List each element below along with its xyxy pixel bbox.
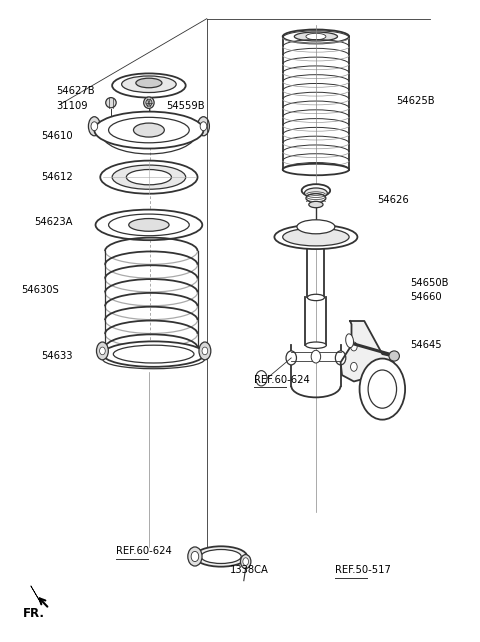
Circle shape bbox=[360, 358, 405, 420]
Ellipse shape bbox=[188, 547, 202, 566]
Ellipse shape bbox=[88, 117, 100, 136]
Ellipse shape bbox=[275, 225, 358, 249]
Text: 54633: 54633 bbox=[41, 351, 73, 361]
Circle shape bbox=[368, 370, 396, 408]
Text: 54559B: 54559B bbox=[167, 101, 205, 111]
Circle shape bbox=[286, 351, 297, 365]
Circle shape bbox=[243, 558, 249, 566]
Ellipse shape bbox=[306, 194, 326, 203]
Circle shape bbox=[350, 342, 357, 351]
Circle shape bbox=[389, 352, 396, 360]
Ellipse shape bbox=[108, 117, 189, 143]
Text: REF.60-624: REF.60-624 bbox=[116, 546, 171, 557]
Circle shape bbox=[336, 351, 346, 365]
Text: 54612: 54612 bbox=[41, 172, 73, 182]
Text: 54625B: 54625B bbox=[396, 96, 435, 107]
Ellipse shape bbox=[146, 100, 152, 106]
Text: 54626: 54626 bbox=[378, 195, 409, 205]
Ellipse shape bbox=[95, 112, 204, 148]
Ellipse shape bbox=[100, 160, 198, 194]
Ellipse shape bbox=[301, 184, 330, 197]
Ellipse shape bbox=[201, 550, 241, 564]
Text: REF.60-624: REF.60-624 bbox=[254, 374, 310, 385]
Text: 54627B: 54627B bbox=[57, 85, 96, 96]
Circle shape bbox=[91, 122, 97, 131]
Ellipse shape bbox=[113, 345, 194, 363]
Ellipse shape bbox=[306, 33, 326, 40]
Ellipse shape bbox=[304, 188, 327, 198]
Circle shape bbox=[200, 122, 207, 131]
Ellipse shape bbox=[198, 117, 209, 136]
Text: 31109: 31109 bbox=[57, 101, 88, 111]
Ellipse shape bbox=[389, 351, 399, 361]
Text: 54645: 54645 bbox=[410, 340, 442, 350]
Text: 54650B: 54650B bbox=[410, 278, 448, 288]
Ellipse shape bbox=[305, 342, 326, 349]
Ellipse shape bbox=[199, 342, 211, 360]
Ellipse shape bbox=[309, 202, 323, 208]
Ellipse shape bbox=[112, 165, 186, 189]
Polygon shape bbox=[31, 586, 41, 603]
Circle shape bbox=[202, 347, 208, 355]
Text: 54623A: 54623A bbox=[35, 218, 73, 227]
Ellipse shape bbox=[195, 546, 247, 567]
Ellipse shape bbox=[294, 32, 337, 41]
Circle shape bbox=[256, 370, 267, 386]
Ellipse shape bbox=[136, 78, 162, 88]
Ellipse shape bbox=[121, 76, 176, 92]
Ellipse shape bbox=[108, 214, 189, 236]
Text: FR.: FR. bbox=[23, 607, 45, 620]
Circle shape bbox=[311, 351, 321, 363]
Ellipse shape bbox=[283, 30, 349, 44]
Ellipse shape bbox=[96, 210, 202, 240]
Ellipse shape bbox=[144, 97, 154, 108]
Ellipse shape bbox=[240, 555, 251, 569]
Ellipse shape bbox=[346, 334, 353, 347]
Text: 54610: 54610 bbox=[41, 132, 73, 141]
Text: REF.50-517: REF.50-517 bbox=[335, 566, 391, 575]
Ellipse shape bbox=[129, 218, 169, 231]
Text: 1338CA: 1338CA bbox=[229, 566, 268, 575]
Ellipse shape bbox=[133, 123, 164, 137]
Polygon shape bbox=[341, 321, 397, 404]
Circle shape bbox=[350, 362, 357, 371]
Text: 54660: 54660 bbox=[410, 292, 442, 302]
Ellipse shape bbox=[103, 342, 204, 367]
Circle shape bbox=[191, 551, 199, 562]
Ellipse shape bbox=[96, 342, 108, 360]
Ellipse shape bbox=[307, 294, 324, 300]
Ellipse shape bbox=[283, 228, 349, 246]
Ellipse shape bbox=[112, 73, 186, 98]
Ellipse shape bbox=[126, 169, 171, 185]
Circle shape bbox=[99, 347, 105, 355]
Text: 54630S: 54630S bbox=[21, 286, 59, 295]
Ellipse shape bbox=[297, 220, 335, 234]
Ellipse shape bbox=[283, 164, 349, 175]
Ellipse shape bbox=[106, 98, 116, 108]
